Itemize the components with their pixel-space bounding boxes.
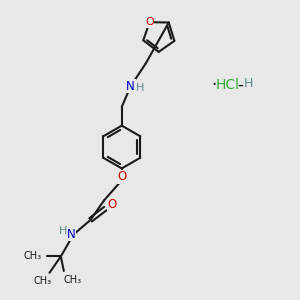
Text: CH₃: CH₃ <box>23 251 42 261</box>
Text: O: O <box>145 17 154 27</box>
Text: CH₃: CH₃ <box>63 275 81 285</box>
Text: N: N <box>67 228 75 241</box>
Text: O: O <box>117 170 126 183</box>
Text: -: - <box>238 76 244 94</box>
Text: O: O <box>107 199 117 212</box>
Text: ·: · <box>211 76 217 94</box>
Text: HCl: HCl <box>215 78 239 92</box>
Text: H: H <box>59 226 67 236</box>
Text: H: H <box>136 83 144 94</box>
Text: CH₃: CH₃ <box>33 276 52 286</box>
Text: H: H <box>243 76 253 90</box>
Text: N: N <box>126 80 135 93</box>
